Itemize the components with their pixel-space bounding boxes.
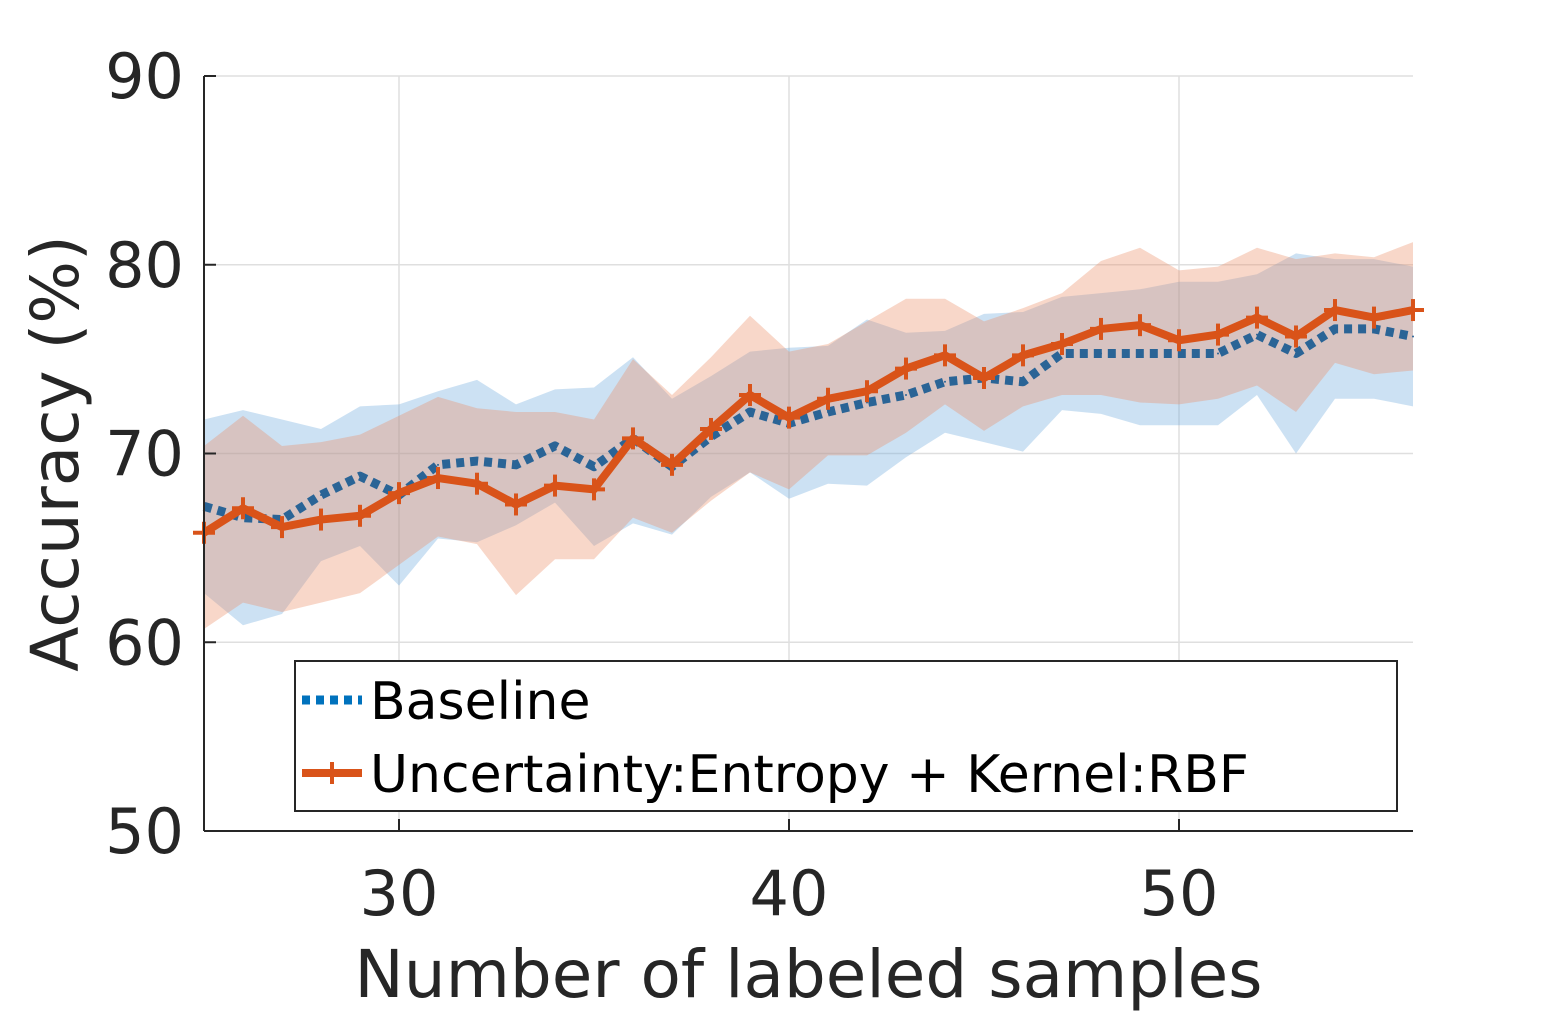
data-point-uncertainty-entropy-kernel-rbf-49 bbox=[1129, 314, 1151, 337]
data-point-uncertainty-entropy-kernel-rbf-27 bbox=[271, 516, 293, 539]
legend-box bbox=[294, 660, 1398, 812]
y-tick-label-50: 50 bbox=[105, 795, 184, 868]
data-point-uncertainty-entropy-kernel-rbf-37 bbox=[661, 453, 683, 476]
data-point-uncertainty-entropy-kernel-rbf-28 bbox=[310, 508, 332, 531]
band-baseline bbox=[204, 253, 1413, 626]
data-point-baseline-52 bbox=[1256, 333, 1258, 336]
legend-entry-baseline: Baseline bbox=[370, 672, 590, 732]
data-point-uncertainty-entropy-kernel-rbf-46 bbox=[1012, 344, 1034, 367]
data-point-baseline-43 bbox=[905, 393, 907, 396]
data-point-baseline-33 bbox=[515, 463, 517, 466]
data-point-uncertainty-entropy-kernel-rbf-42 bbox=[856, 380, 878, 403]
data-point-uncertainty-entropy-kernel-rbf-45 bbox=[973, 367, 995, 389]
data-point-uncertainty-entropy-kernel-rbf-56 bbox=[1402, 299, 1424, 322]
data-point-uncertainty-entropy-kernel-rbf-54 bbox=[1324, 299, 1346, 322]
y-axis-label: Accuracy (%) bbox=[17, 235, 94, 672]
data-point-uncertainty-entropy-kernel-rbf-43 bbox=[895, 357, 917, 380]
x-tick-label-30: 30 bbox=[360, 857, 439, 930]
data-point-baseline-44 bbox=[944, 380, 946, 383]
data-point-uncertainty-entropy-kernel-rbf-47 bbox=[1051, 333, 1073, 356]
plot-area: 30 40 50 50 60 70 80 90 bbox=[105, 40, 1424, 930]
data-point-baseline-53 bbox=[1295, 352, 1297, 355]
data-point-baseline-54 bbox=[1334, 327, 1336, 330]
data-point-baseline-49 bbox=[1139, 352, 1141, 355]
legend: Baseline Uncertainty:Entropy + Kernel:RB… bbox=[294, 660, 1398, 812]
y-tick-label-60: 60 bbox=[105, 606, 184, 679]
data-point-baseline-35 bbox=[593, 465, 595, 468]
data-point-baseline-28 bbox=[320, 494, 322, 497]
data-point-baseline-39 bbox=[749, 410, 751, 413]
data-point-uncertainty-entropy-kernel-rbf-48 bbox=[1090, 317, 1112, 340]
data-point-uncertainty-entropy-kernel-rbf-36 bbox=[622, 427, 644, 450]
data-point-uncertainty-entropy-kernel-rbf-39 bbox=[739, 383, 761, 406]
confidence-bands bbox=[204, 242, 1413, 630]
data-point-uncertainty-entropy-kernel-rbf-40 bbox=[778, 406, 800, 429]
data-point-uncertainty-entropy-kernel-rbf-50 bbox=[1168, 329, 1190, 352]
band-uncertainty-entropy-kernel-rbf bbox=[204, 242, 1413, 630]
data-point-uncertainty-entropy-kernel-rbf-51 bbox=[1207, 323, 1229, 346]
data-point-baseline-48 bbox=[1100, 352, 1102, 355]
data-point-baseline-51 bbox=[1217, 352, 1219, 355]
series-lines bbox=[193, 299, 1424, 544]
y-tick-label-80: 80 bbox=[105, 229, 184, 302]
data-point-uncertainty-entropy-kernel-rbf-29 bbox=[349, 504, 371, 527]
series-line-baseline bbox=[202, 324, 1414, 525]
y-tick-label-70: 70 bbox=[105, 418, 184, 491]
axes bbox=[203, 75, 1413, 832]
data-point-uncertainty-entropy-kernel-rbf-34 bbox=[544, 474, 566, 497]
data-point-baseline-56 bbox=[1412, 335, 1414, 338]
data-point-uncertainty-entropy-kernel-rbf-26 bbox=[232, 497, 254, 520]
data-point-uncertainty-entropy-kernel-rbf-52 bbox=[1246, 306, 1268, 329]
data-point-baseline-29 bbox=[359, 475, 361, 478]
data-point-baseline-41 bbox=[827, 410, 829, 413]
data-point-uncertainty-entropy-kernel-rbf-41 bbox=[817, 387, 839, 410]
y-tick-label-90: 90 bbox=[105, 40, 184, 113]
data-point-baseline-46 bbox=[1022, 380, 1024, 383]
data-point-uncertainty-entropy-kernel-rbf-55 bbox=[1363, 306, 1385, 329]
data-point-uncertainty-entropy-kernel-rbf-33 bbox=[505, 493, 527, 516]
data-point-uncertainty-entropy-kernel-rbf-44 bbox=[934, 344, 956, 367]
x-tick-label-50: 50 bbox=[1140, 857, 1219, 930]
legend-marker-plus-icon bbox=[321, 762, 343, 784]
data-point-uncertainty-entropy-kernel-rbf-30 bbox=[388, 482, 410, 505]
data-point-uncertainty-entropy-kernel-rbf-31 bbox=[427, 467, 449, 490]
data-point-baseline-31 bbox=[437, 463, 439, 466]
x-tick-label-40: 40 bbox=[750, 857, 829, 930]
data-point-baseline-32 bbox=[476, 460, 478, 463]
data-point-uncertainty-entropy-kernel-rbf-32 bbox=[466, 472, 488, 495]
data-point-uncertainty-entropy-kernel-rbf-38 bbox=[700, 417, 722, 440]
data-point-baseline-50 bbox=[1178, 352, 1180, 355]
data-point-uncertainty-entropy-kernel-rbf-53 bbox=[1285, 325, 1307, 348]
data-point-baseline-34 bbox=[554, 444, 556, 447]
data-point-uncertainty-entropy-kernel-rbf-35 bbox=[583, 478, 605, 501]
legend-entry-uncertainty-entropy-kernel-rbf: Uncertainty:Entropy + Kernel:RBF bbox=[370, 745, 1249, 805]
tick-labels: 30 40 50 50 60 70 80 90 bbox=[105, 40, 1218, 930]
x-axis-label: Number of labeled samples bbox=[354, 936, 1262, 1013]
